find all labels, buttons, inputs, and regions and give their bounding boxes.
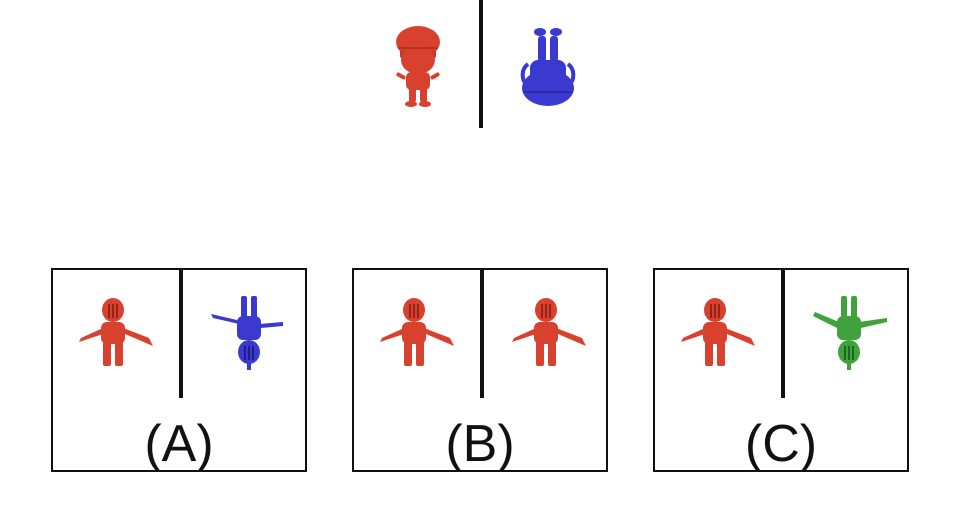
prompt-right-figure <box>518 22 578 108</box>
prompt-left-figure <box>386 24 450 108</box>
option-c-box[interactable]: (C) <box>653 268 909 472</box>
option-a-label: (A) <box>144 415 214 473</box>
option-b-divider <box>480 270 484 398</box>
option-a-divider <box>179 270 183 398</box>
option-a-box[interactable]: (A) <box>51 268 307 472</box>
option-a-left-figure <box>77 294 155 374</box>
option-a-right-figure <box>207 292 287 374</box>
option-c-right-figure <box>811 292 891 374</box>
option-b-box[interactable]: (B) <box>352 268 608 472</box>
option-c-divider <box>781 270 785 398</box>
option-b-label: (B) <box>445 415 515 473</box>
option-b-left-figure <box>378 294 456 374</box>
prompt-divider <box>479 0 483 128</box>
option-c-left-figure <box>679 294 757 374</box>
option-b-right-figure <box>510 294 588 374</box>
option-c-label: (C) <box>744 415 818 473</box>
